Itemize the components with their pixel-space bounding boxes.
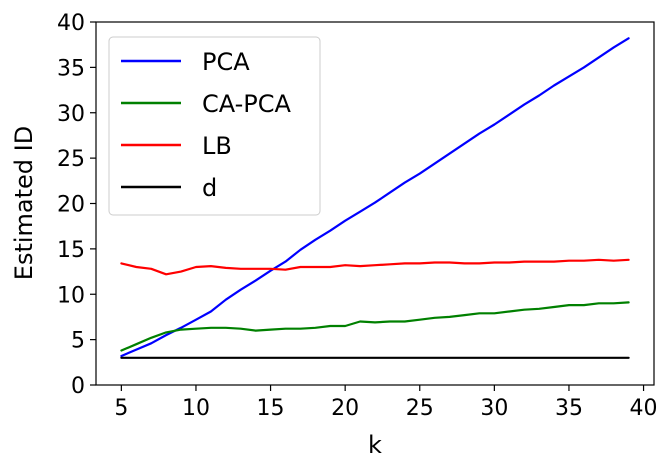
y-tick-label: 35 xyxy=(57,56,85,81)
legend-label: CA-PCA xyxy=(202,90,292,118)
x-tick-label: 5 xyxy=(114,396,128,421)
x-axis: 5 10 15 20 25 30 35 40 xyxy=(114,385,658,421)
y-tick-label: 40 xyxy=(57,11,85,36)
x-tick-label: 20 xyxy=(331,396,359,421)
y-tick-label: 0 xyxy=(71,374,85,399)
y-tick-label: 5 xyxy=(71,329,85,354)
y-tick-label: 30 xyxy=(57,102,85,127)
legend-label: d xyxy=(202,174,217,202)
x-tick-label: 15 xyxy=(257,396,285,421)
series-line-ca-pca xyxy=(120,301,630,352)
series-line-lb xyxy=(120,258,630,276)
legend-label: PCA xyxy=(202,48,250,76)
x-tick-label: 35 xyxy=(555,396,583,421)
y-axis: 0 5 10 15 20 25 30 35 40 xyxy=(57,11,96,399)
legend: PCA CA-PCA LB d xyxy=(108,36,321,216)
y-tick-label: 10 xyxy=(57,283,85,308)
y-tick-label: 20 xyxy=(57,193,85,218)
x-tick-label: 30 xyxy=(480,396,508,421)
legend-label: LB xyxy=(202,132,232,160)
series-line-pca xyxy=(120,37,630,358)
x-tick-label: 40 xyxy=(630,396,658,421)
x-tick-label: 25 xyxy=(406,396,434,421)
x-axis-label: k xyxy=(368,431,382,459)
y-tick-label: 15 xyxy=(57,238,85,263)
y-tick-label: 25 xyxy=(57,147,85,172)
plot-lines xyxy=(120,37,630,359)
legend-box xyxy=(108,36,321,216)
x-tick-label: 10 xyxy=(182,396,210,421)
y-axis-label: Estimated ID xyxy=(10,126,38,280)
